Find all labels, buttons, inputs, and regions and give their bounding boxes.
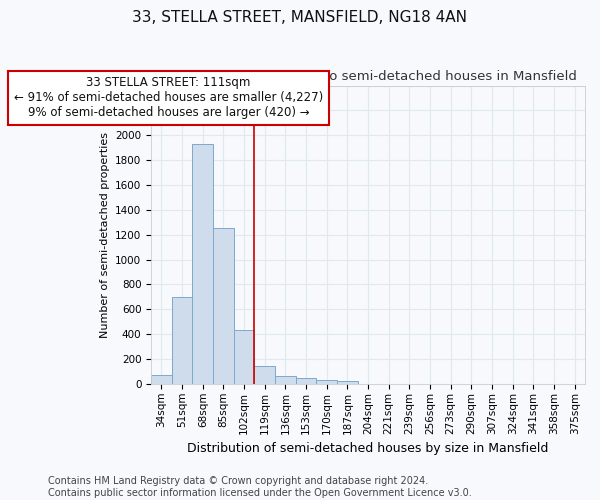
Bar: [213, 228, 234, 384]
Bar: [296, 378, 316, 384]
X-axis label: Distribution of semi-detached houses by size in Mansfield: Distribution of semi-detached houses by …: [187, 442, 549, 455]
Bar: [316, 380, 337, 384]
Text: 33, STELLA STREET, MANSFIELD, NG18 4AN: 33, STELLA STREET, MANSFIELD, NG18 4AN: [133, 10, 467, 25]
Title: Size of property relative to semi-detached houses in Mansfield: Size of property relative to semi-detach…: [159, 70, 577, 83]
Text: 33 STELLA STREET: 111sqm
← 91% of semi-detached houses are smaller (4,227)
9% of: 33 STELLA STREET: 111sqm ← 91% of semi-d…: [14, 76, 323, 120]
Bar: [275, 376, 296, 384]
Bar: [337, 382, 358, 384]
Bar: [193, 144, 213, 384]
Bar: [172, 297, 193, 384]
Bar: [151, 375, 172, 384]
Text: Contains HM Land Registry data © Crown copyright and database right 2024.
Contai: Contains HM Land Registry data © Crown c…: [48, 476, 472, 498]
Bar: [254, 366, 275, 384]
Bar: [234, 330, 254, 384]
Y-axis label: Number of semi-detached properties: Number of semi-detached properties: [100, 132, 110, 338]
